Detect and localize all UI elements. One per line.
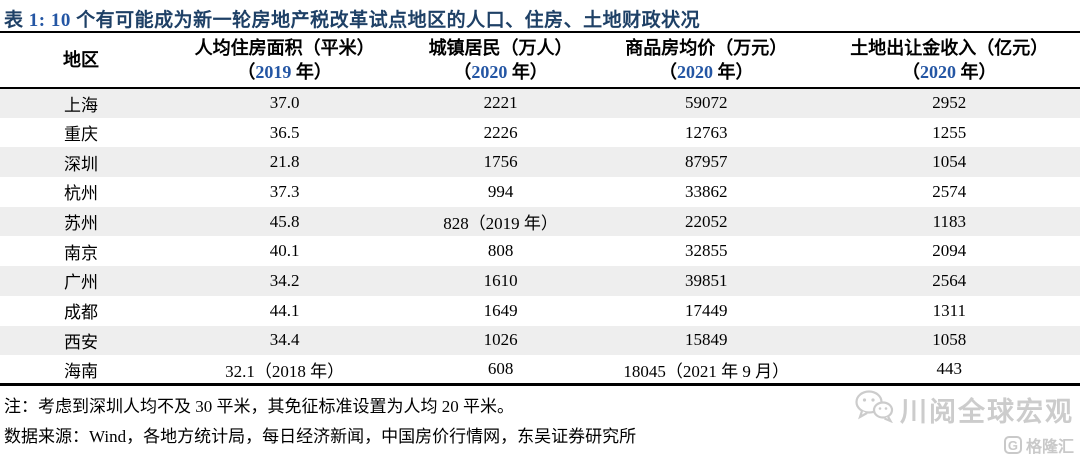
cell-avg-price: 33862 — [593, 177, 819, 207]
cell-region: 深圳 — [0, 147, 162, 178]
cell-living-area: 34.2 — [162, 266, 408, 296]
cell-urban-residents: 1610 — [407, 266, 594, 296]
cell-living-area: 44.1 — [162, 295, 408, 326]
table-row-xian: 西安 34.4 1026 15849 1058 — [0, 325, 1080, 356]
cell-land-revenue: 2952 — [818, 88, 1080, 118]
cell-avg-price: 87957 — [593, 147, 819, 178]
cell-land-revenue: 1255 — [818, 117, 1080, 148]
cell-living-area: 21.8 — [162, 147, 408, 178]
cell-urban-residents: 1649 — [407, 295, 594, 326]
cell-region: 杭州 — [0, 177, 162, 207]
column-header-land-revenue: 土地出让金收入（亿元） （2020 年） — [818, 31, 1080, 89]
table-row-nanjing: 南京 40.1 808 32855 2094 — [0, 236, 1080, 267]
data-table: 地区 人均住房面积（平米） （2019 年） 城镇居民（万人） （2020 年）… — [0, 31, 1080, 387]
cell-urban-residents: 608 — [407, 355, 594, 387]
gelonghui-g-icon: G — [1003, 436, 1022, 454]
cell-avg-price: 12763 — [593, 117, 819, 148]
cell-land-revenue: 443 — [818, 355, 1080, 387]
cell-land-revenue: 2564 — [818, 266, 1080, 296]
column-header-avg-price: 商品房均价（万元） （2020 年） — [593, 31, 819, 89]
source-line: 数据来源：Wind，各地方统计局，每日经济新闻，中国房价行情网，东吴证券研究所 — [4, 427, 637, 447]
cell-avg-price: 18045（2021 年 9 月） — [593, 355, 819, 387]
cell-urban-residents: 808 — [407, 236, 594, 267]
cell-land-revenue: 1054 — [818, 147, 1080, 178]
cell-region: 重庆 — [0, 117, 162, 148]
cell-region: 上海 — [0, 88, 162, 118]
title-text: 个有可能成为新一轮房地产税改革试点地区的人口、住房、土地财政状况 — [76, 10, 701, 31]
cell-avg-price: 17449 — [593, 295, 819, 326]
table-row-suzhou: 苏州 45.8 828（2019 年） 22052 1183 — [0, 206, 1080, 237]
watermark: 川阅全球宏观 G 格隆汇 — [854, 389, 1074, 457]
cell-urban-residents: 2221 — [407, 88, 594, 118]
cell-region: 苏州 — [0, 206, 162, 237]
cell-region: 南京 — [0, 236, 162, 267]
table-row-shenzhen: 深圳 21.8 1756 87957 1054 — [0, 147, 1080, 178]
watermark-brand-text: 川阅全球宏观 — [900, 397, 1074, 427]
column-header-living-area: 人均住房面积（平米） （2019 年） — [162, 31, 408, 89]
table-row-guangzhou: 广州 34.2 1610 39851 2564 — [0, 266, 1080, 296]
cell-land-revenue: 1058 — [818, 325, 1080, 356]
cell-living-area: 32.1（2018 年） — [162, 355, 408, 387]
cell-region: 海南 — [0, 355, 162, 387]
cell-urban-residents: 994 — [407, 177, 594, 207]
cell-avg-price: 59072 — [593, 88, 819, 118]
cell-region: 西安 — [0, 325, 162, 356]
wechat-brand-watermark: 川阅全球宏观 — [854, 389, 1074, 430]
cell-land-revenue: 2094 — [818, 236, 1080, 267]
cell-living-area: 34.4 — [162, 325, 408, 356]
cell-urban-residents: 1026 — [407, 325, 594, 356]
column-header-urban-residents: 城镇居民（万人） （2020 年） — [407, 31, 594, 89]
table-row-chongqing: 重庆 36.5 2226 12763 1255 — [0, 117, 1080, 148]
cell-living-area: 45.8 — [162, 206, 408, 237]
cell-region: 广州 — [0, 266, 162, 296]
table-row-hainan: 海南 32.1（2018 年） 608 18045（2021 年 9 月） 44… — [0, 355, 1080, 387]
title-number: 1: 10 — [28, 10, 77, 31]
table-row-hangzhou: 杭州 37.3 994 33862 2574 — [0, 177, 1080, 207]
cell-avg-price: 22052 — [593, 206, 819, 237]
cell-urban-residents: 2226 — [407, 117, 594, 148]
cell-region: 成都 — [0, 295, 162, 326]
cell-living-area: 36.5 — [162, 117, 408, 148]
column-header-region: 地区 — [0, 31, 162, 89]
gelonghui-logo: G 格隆汇 — [854, 433, 1074, 457]
title-prefix: 表 — [4, 10, 29, 31]
table-body: 上海 37.0 2221 59072 2952 重庆 36.5 2226 127… — [0, 88, 1080, 387]
table-notes: 注：考虑到深圳人均不及 30 平米，其免征标准设置为人均 20 平米。 数据来源… — [0, 386, 1080, 452]
wechat-icon — [854, 389, 894, 430]
page-title: 表 1: 10 个有可能成为新一轮房地产税改革试点地区的人口、住房、土地财政状况 — [0, 0, 1080, 31]
cell-avg-price: 39851 — [593, 266, 819, 296]
table-row-shanghai: 上海 37.0 2221 59072 2952 — [0, 88, 1080, 118]
cell-avg-price: 32855 — [593, 236, 819, 267]
note-line: 注：考虑到深圳人均不及 30 平米，其免征标准设置为人均 20 平米。 — [4, 397, 514, 417]
gelonghui-logo-text: 格隆汇 — [1025, 439, 1074, 456]
cell-living-area: 40.1 — [162, 236, 408, 267]
cell-urban-residents: 1756 — [407, 147, 594, 178]
cell-avg-price: 15849 — [593, 325, 819, 356]
cell-urban-residents: 828（2019 年） — [407, 206, 594, 237]
cell-land-revenue: 1311 — [818, 295, 1080, 326]
cell-land-revenue: 1183 — [818, 206, 1080, 237]
cell-living-area: 37.0 — [162, 88, 408, 118]
table-header: 地区 人均住房面积（平米） （2019 年） 城镇居民（万人） （2020 年）… — [0, 31, 1080, 89]
cell-land-revenue: 2574 — [818, 177, 1080, 207]
cell-living-area: 37.3 — [162, 177, 408, 207]
table-row-chengdu: 成都 44.1 1649 17449 1311 — [0, 295, 1080, 326]
